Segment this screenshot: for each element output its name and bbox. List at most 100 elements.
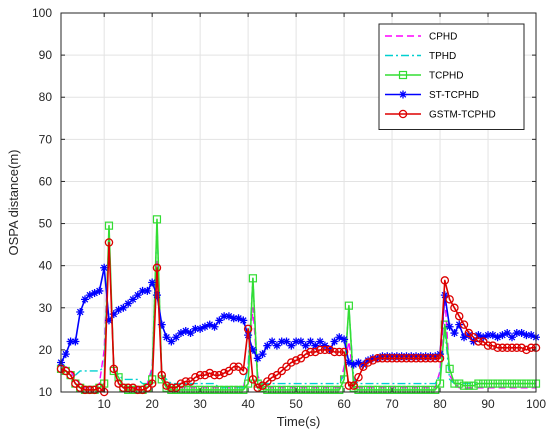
y-tick-label: 30 <box>39 301 53 315</box>
data-point <box>474 331 483 340</box>
data-point <box>162 333 171 342</box>
data-point <box>311 347 320 357</box>
data-point <box>61 366 71 376</box>
data-point <box>464 381 473 390</box>
x-tick-label: 40 <box>241 397 255 411</box>
data-point <box>455 320 464 329</box>
data-point <box>527 331 536 340</box>
data-point <box>219 368 229 378</box>
data-point <box>90 289 99 298</box>
data-point <box>397 354 406 363</box>
data-point <box>498 331 507 340</box>
legend-item-tcphd[interactable]: TCPHD <box>385 71 463 82</box>
data-point <box>502 343 512 353</box>
data-point <box>488 331 497 340</box>
data-point <box>181 377 190 386</box>
data-point <box>76 307 85 316</box>
data-point <box>253 383 262 393</box>
data-point <box>474 337 483 346</box>
data-point <box>488 341 498 350</box>
series-line <box>61 222 536 389</box>
data-point <box>224 312 233 321</box>
data-point <box>426 385 435 394</box>
data-point <box>373 385 382 394</box>
data-point <box>392 354 402 363</box>
data-point <box>277 385 286 394</box>
data-point <box>186 377 195 386</box>
data-point <box>387 354 397 363</box>
data-point <box>498 379 507 388</box>
data-point <box>383 385 392 394</box>
data-point <box>61 350 70 359</box>
data-point <box>512 329 521 338</box>
y-axis-label: OSPA distance(m) <box>6 150 21 256</box>
data-point <box>277 366 286 376</box>
data-point <box>234 314 243 323</box>
data-point <box>119 383 128 393</box>
data-point <box>172 333 181 342</box>
data-point <box>316 337 325 346</box>
data-point <box>239 316 248 325</box>
y-tick-label: 20 <box>39 343 53 357</box>
data-point <box>349 360 358 369</box>
legend-item-gstm-tcphd[interactable]: GSTM-TCPHD <box>385 110 496 121</box>
data-point <box>109 364 119 374</box>
y-tick-label: 90 <box>39 48 53 62</box>
legend-label: CPHD <box>429 32 457 43</box>
data-point <box>483 341 493 350</box>
data-point <box>464 331 473 340</box>
legend-item-st-tcphd[interactable]: ST-TCPHD <box>385 90 479 101</box>
data-point <box>234 385 243 394</box>
data-point <box>263 385 272 394</box>
data-point <box>210 370 219 380</box>
data-point <box>176 329 185 338</box>
data-point <box>339 347 349 357</box>
data-point <box>263 341 272 350</box>
legend-item-tphd[interactable]: TPHD <box>385 51 456 62</box>
data-point <box>268 337 277 346</box>
series-gstm-tcphd <box>56 238 541 397</box>
data-point <box>330 347 339 357</box>
data-point <box>196 324 205 333</box>
data-point <box>90 385 99 395</box>
data-point <box>171 383 181 393</box>
data-point <box>277 337 286 346</box>
data-point <box>311 341 320 350</box>
plot-frame <box>60 12 537 393</box>
data-point <box>157 320 166 329</box>
data-point <box>503 329 512 338</box>
data-point <box>445 322 454 331</box>
data-point <box>272 370 282 380</box>
data-point <box>493 379 502 388</box>
data-point <box>320 345 330 355</box>
data-point <box>484 331 493 340</box>
legend-label: ST-TCPHD <box>429 90 479 101</box>
legend[interactable]: CPHD TPHD TCPHD ST-TCPHD GSTM-TCPHD <box>378 23 525 130</box>
x-tick-label: 20 <box>145 397 159 411</box>
data-point <box>114 379 123 388</box>
data-point <box>229 362 238 371</box>
data-point <box>282 362 291 371</box>
data-point <box>522 331 531 340</box>
data-point <box>100 263 109 272</box>
legend-box <box>378 23 525 130</box>
data-point <box>104 238 114 247</box>
y-tick-label: 80 <box>39 90 53 104</box>
data-point <box>378 354 387 363</box>
data-point <box>460 333 469 342</box>
data-point <box>340 335 349 344</box>
x-tick-label: 100 <box>526 397 546 411</box>
series-tphd <box>61 222 536 389</box>
legend-item-cphd[interactable]: CPHD <box>385 32 457 43</box>
data-point <box>359 360 368 369</box>
data-point <box>459 320 469 329</box>
data-point <box>426 354 435 363</box>
data-point <box>138 385 147 395</box>
data-point <box>66 370 75 380</box>
data-point <box>181 385 190 394</box>
data-point <box>234 362 243 371</box>
axes <box>60 12 537 393</box>
data-point <box>71 337 80 346</box>
data-point <box>114 373 123 382</box>
data-point <box>517 343 526 353</box>
